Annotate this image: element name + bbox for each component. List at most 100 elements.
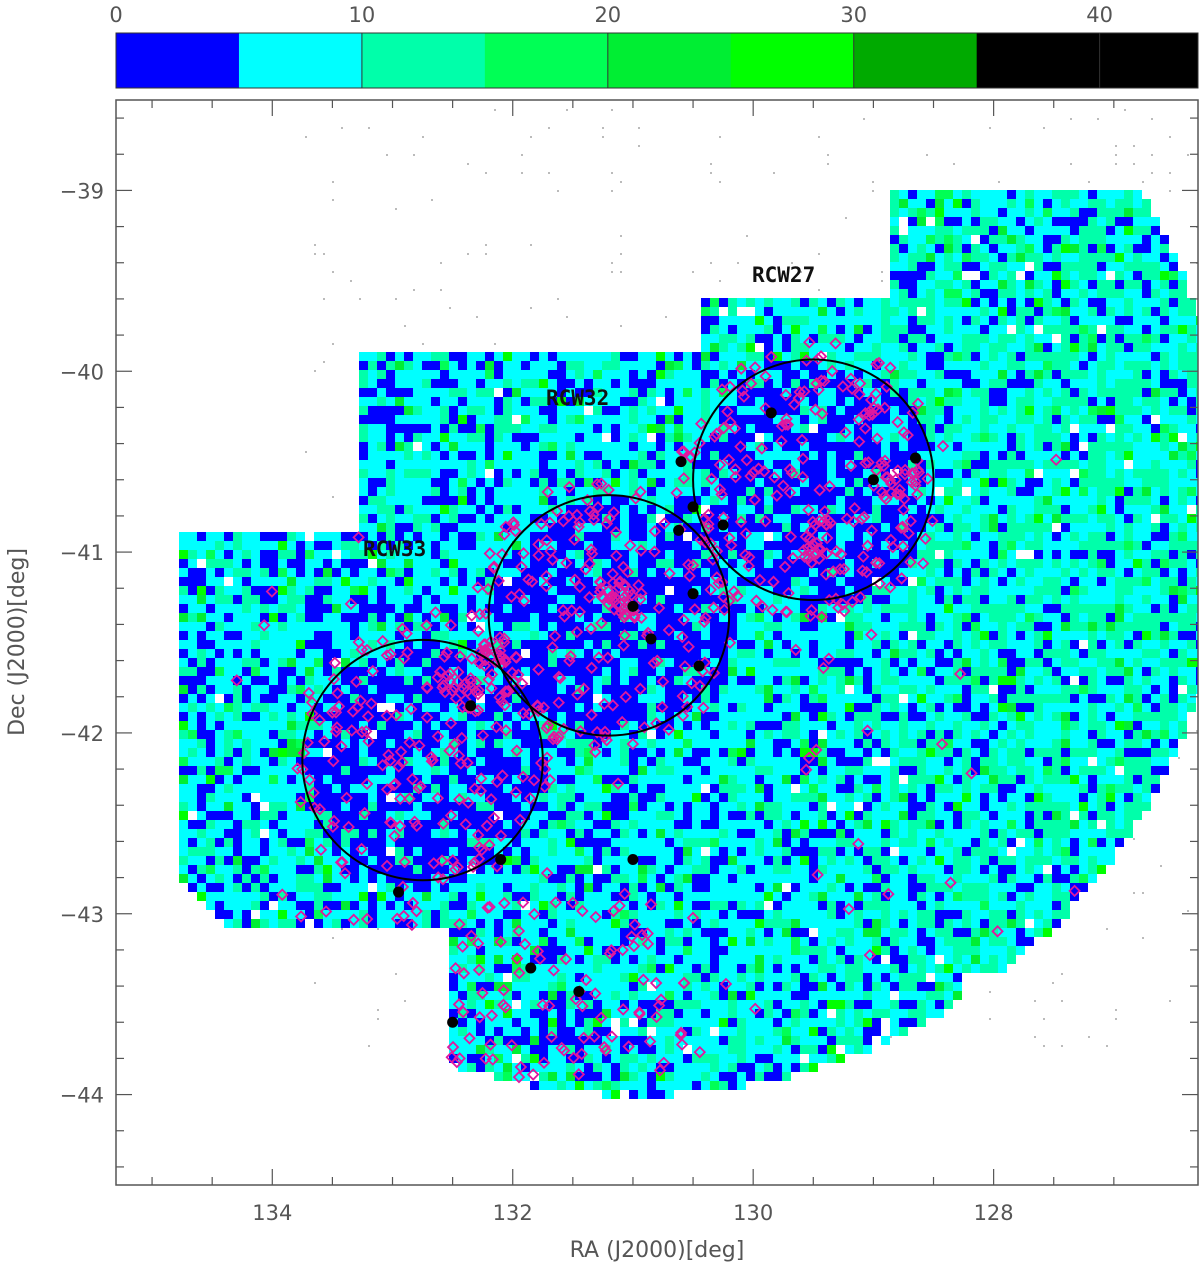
density-pixel <box>206 550 215 559</box>
density-pixel <box>431 577 440 586</box>
density-pixel <box>1106 676 1115 685</box>
density-pixel <box>1124 415 1133 424</box>
density-pixel <box>197 667 206 676</box>
density-pixel <box>530 649 539 658</box>
density-pixel <box>476 361 485 370</box>
density-pixel <box>458 433 467 442</box>
density-pixel <box>944 370 953 379</box>
density-pixel <box>764 694 773 703</box>
density-pixel <box>791 307 800 316</box>
density-pixel <box>809 649 818 658</box>
density-pixel <box>863 667 872 676</box>
density-pixel <box>1151 658 1160 667</box>
density-pixel <box>1043 586 1052 595</box>
density-pixel <box>1151 361 1160 370</box>
density-pixel <box>773 316 782 325</box>
density-pixel <box>1142 199 1151 208</box>
density-pixel <box>881 631 890 640</box>
density-pixel <box>422 694 431 703</box>
density-pixel <box>350 586 359 595</box>
bg-point <box>611 190 613 192</box>
density-pixel <box>557 469 566 478</box>
density-pixel <box>521 424 530 433</box>
density-pixel <box>1115 541 1124 550</box>
density-pixel <box>494 613 503 622</box>
density-pixel <box>764 658 773 667</box>
density-pixel <box>386 667 395 676</box>
density-pixel <box>206 568 215 577</box>
density-pixel <box>818 325 827 334</box>
density-pixel <box>224 631 233 640</box>
density-pixel <box>1034 550 1043 559</box>
density-pixel <box>1115 226 1124 235</box>
density-pixel <box>935 577 944 586</box>
density-pixel <box>575 424 584 433</box>
density-pixel <box>1169 352 1178 361</box>
density-pixel <box>611 469 620 478</box>
density-pixel <box>827 631 836 640</box>
density-pixel <box>305 676 314 685</box>
density-pixel <box>341 577 350 586</box>
density-pixel <box>629 424 638 433</box>
density-pixel <box>1178 289 1187 298</box>
density-pixel <box>278 658 287 667</box>
density-pixel <box>1169 604 1178 613</box>
density-pixel <box>521 487 530 496</box>
density-pixel <box>935 415 944 424</box>
density-pixel <box>1007 388 1016 397</box>
density-pixel <box>548 424 557 433</box>
density-pixel <box>1115 397 1124 406</box>
density-pixel <box>1124 523 1133 532</box>
density-pixel <box>944 523 953 532</box>
density-pixel <box>323 550 332 559</box>
density-pixel <box>467 433 476 442</box>
density-pixel <box>863 676 872 685</box>
density-pixel <box>881 424 890 433</box>
density-pixel <box>818 703 827 712</box>
density-pixel <box>773 640 782 649</box>
density-pixel <box>980 631 989 640</box>
density-pixel <box>1097 505 1106 514</box>
density-pixel <box>710 361 719 370</box>
density-pixel <box>467 550 476 559</box>
density-pixel <box>1079 415 1088 424</box>
density-pixel <box>458 595 467 604</box>
density-pixel <box>719 361 728 370</box>
density-pixel <box>935 622 944 631</box>
density-pixel <box>1124 379 1133 388</box>
density-pixel <box>989 442 998 451</box>
density-pixel <box>575 370 584 379</box>
density-pixel <box>971 397 980 406</box>
density-pixel <box>980 415 989 424</box>
density-pixel <box>1178 442 1187 451</box>
density-pixel <box>1178 460 1187 469</box>
density-pixel <box>1124 370 1133 379</box>
density-pixel <box>458 622 467 631</box>
density-pixel <box>359 586 368 595</box>
density-pixel <box>233 568 242 577</box>
density-pixel <box>701 694 710 703</box>
density-pixel <box>1178 559 1187 568</box>
density-pixel <box>233 622 242 631</box>
density-pixel <box>899 280 908 289</box>
density-pixel <box>755 703 764 712</box>
density-pixel <box>1160 595 1169 604</box>
density-pixel <box>998 433 1007 442</box>
density-pixel <box>539 496 548 505</box>
density-pixel <box>377 388 386 397</box>
density-pixel <box>962 442 971 451</box>
density-pixel <box>863 334 872 343</box>
density-pixel <box>1007 694 1016 703</box>
density-pixel <box>278 712 287 721</box>
density-pixel <box>674 424 683 433</box>
density-pixel <box>1052 343 1061 352</box>
density-pixel <box>287 604 296 613</box>
density-pixel <box>989 469 998 478</box>
density-pixel <box>818 694 827 703</box>
density-pixel <box>710 307 719 316</box>
density-pixel <box>818 712 827 721</box>
bg-point <box>818 289 820 291</box>
density-pixel <box>566 703 575 712</box>
density-pixel <box>1142 631 1151 640</box>
density-pixel <box>287 541 296 550</box>
